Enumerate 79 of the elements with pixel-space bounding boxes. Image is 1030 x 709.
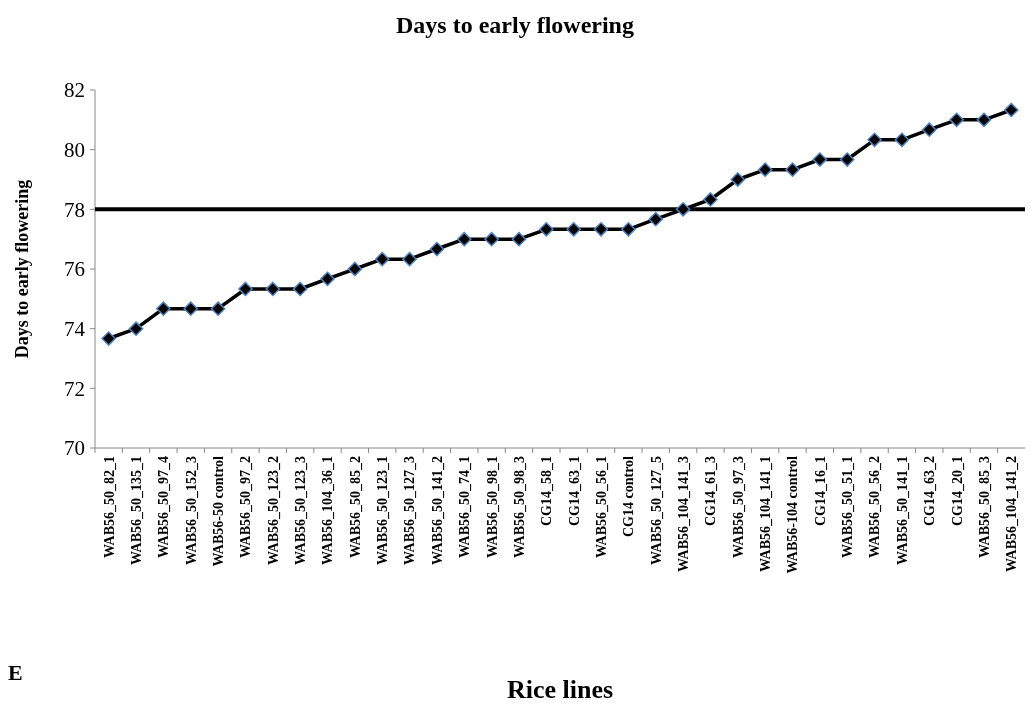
x-tick-label: CG14_63_1 — [566, 456, 582, 526]
x-tick-label: WAB56_104_141_1 — [758, 456, 774, 572]
point — [757, 162, 773, 177]
x-tick-label: WAB56_104_141_3 — [675, 456, 691, 572]
x-tick-label: CG14 control — [621, 455, 637, 538]
point — [484, 231, 499, 247]
point — [648, 211, 664, 227]
y-tick-label: 78 — [64, 197, 85, 222]
point — [785, 162, 800, 177]
x-tick-label: CG14_20_1 — [949, 456, 965, 526]
point — [238, 281, 253, 297]
point — [292, 281, 308, 297]
x-axis-title: Rice lines — [506, 675, 614, 704]
x-tick-label: WAB56_50_141_1 — [894, 456, 910, 565]
x-tick-label: WAB56_50_85_3 — [976, 456, 992, 558]
x-tick-label: CG14_58_1 — [539, 456, 555, 526]
point — [1004, 102, 1019, 118]
point — [812, 152, 828, 167]
x-tick-label: CG14_16_1 — [812, 456, 828, 526]
point — [156, 301, 171, 316]
point — [101, 331, 116, 346]
x-tick-label: CG14_61_3 — [703, 456, 719, 526]
x-tick-label: WAB56_50_123_3 — [293, 456, 309, 565]
x-tick-label: WAB56_50_127_5 — [648, 456, 664, 565]
x-tick-label: WAB56-50 control — [210, 455, 226, 567]
x-tick-label: WAB56_50_97_4 — [156, 456, 172, 558]
point — [265, 281, 281, 297]
point — [894, 132, 910, 148]
y-tick-label: 70 — [64, 436, 85, 461]
point — [183, 301, 199, 316]
x-tick-label: WAB56_50_97_2 — [238, 456, 254, 558]
point — [320, 271, 335, 287]
x-tick-label: WAB56_50_51_1 — [840, 456, 856, 558]
x-tick-label: WAB56_104_36_1 — [320, 456, 336, 565]
point — [703, 192, 718, 207]
x-tick-label: WAB56_50_82_1 — [101, 456, 117, 558]
point — [456, 231, 472, 247]
y-tick-label: 80 — [64, 138, 85, 163]
x-tick-label: WAB56_50_56_1 — [593, 456, 609, 558]
x-tick-label: WAB56_50_97_3 — [730, 456, 746, 558]
text: E — [8, 660, 23, 685]
x-tick-label: WAB56_50_56_2 — [867, 456, 883, 558]
point — [921, 122, 937, 137]
y-tick-label: 72 — [64, 376, 85, 401]
point — [949, 112, 964, 128]
x-tick-label: WAB56_50_98_3 — [511, 456, 527, 558]
x-tick-label: WAB56_50_141_2 — [429, 456, 445, 565]
point — [511, 231, 527, 247]
x-tick-label: WAB56_104_141_2 — [1004, 456, 1020, 572]
x-tick-label: WAB56_50_152_3 — [183, 456, 199, 565]
x-tick-label: WAB56_50_98_1 — [484, 456, 500, 558]
point — [867, 132, 882, 148]
point — [128, 321, 144, 336]
y-axis-title: Days to early flowering — [12, 179, 33, 359]
chart-title: Days to early flowering — [396, 12, 634, 38]
point — [839, 152, 855, 167]
x-tick-label: WAB56_50_123_1 — [375, 456, 391, 565]
y-tick-label: 82 — [64, 78, 85, 103]
x-tick-label: CG14_63_2 — [922, 456, 938, 526]
x-tick-label: WAB56_50_135_1 — [128, 456, 144, 565]
point — [593, 222, 609, 237]
point — [566, 222, 581, 237]
point — [539, 222, 554, 237]
x-tick-label: WAB56_50_123_2 — [265, 456, 281, 565]
point — [402, 251, 417, 267]
x-tick-label: WAB56-104 control — [785, 455, 801, 574]
x-tick-label: WAB56_50_85_2 — [347, 456, 363, 558]
point — [621, 222, 636, 237]
point — [675, 202, 691, 217]
point — [730, 172, 746, 187]
x-tick-label: WAB56_50_127_3 — [402, 456, 418, 565]
y-tick-label: 76 — [64, 257, 85, 282]
point — [347, 261, 363, 277]
x-tick-label: WAB56_50_74_1 — [457, 456, 473, 558]
y-tick-label: 74 — [64, 317, 86, 342]
point — [976, 112, 992, 128]
point — [374, 251, 390, 267]
point — [210, 301, 226, 316]
point — [429, 241, 445, 257]
